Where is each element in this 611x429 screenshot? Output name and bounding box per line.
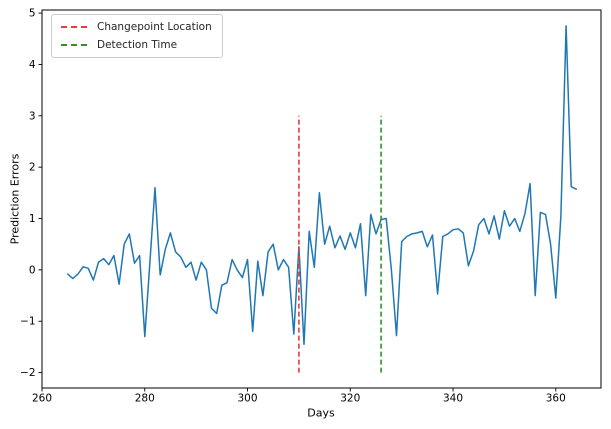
x-tick-label: 360 — [546, 393, 566, 405]
y-tick-label: 2 — [29, 162, 36, 174]
legend-entry-changepoint: Changepoint Location — [61, 20, 212, 34]
y-axis-label: Prediction Errors — [8, 153, 22, 245]
axes-spines — [41, 9, 602, 389]
x-tick-label: 340 — [443, 393, 463, 405]
y-tick-label: 1 — [29, 213, 36, 225]
x-axis-label: Days — [307, 406, 335, 420]
x-tick-label: 260 — [32, 393, 52, 405]
legend-label-detection: Detection Time — [97, 39, 178, 51]
changepoint-dash-swatch — [61, 26, 88, 28]
legend-label-changepoint: Changepoint Location — [97, 21, 212, 33]
y-tick-label: −1 — [20, 316, 35, 328]
x-tick-label: 280 — [135, 393, 155, 405]
x-tick-label: 300 — [237, 393, 257, 405]
series-line — [66, 25, 578, 346]
y-tick-label: 4 — [29, 59, 36, 71]
y-tick-label: −2 — [20, 367, 35, 379]
detection-dash-swatch — [61, 44, 88, 46]
legend: Changepoint Location Detection Time — [51, 14, 223, 58]
y-tick-label: 5 — [29, 8, 36, 20]
y-tick-label: 0 — [29, 264, 36, 276]
y-tick-label: 3 — [29, 110, 36, 122]
x-tick-label: 320 — [340, 393, 360, 405]
legend-entry-detection: Detection Time — [61, 38, 212, 52]
